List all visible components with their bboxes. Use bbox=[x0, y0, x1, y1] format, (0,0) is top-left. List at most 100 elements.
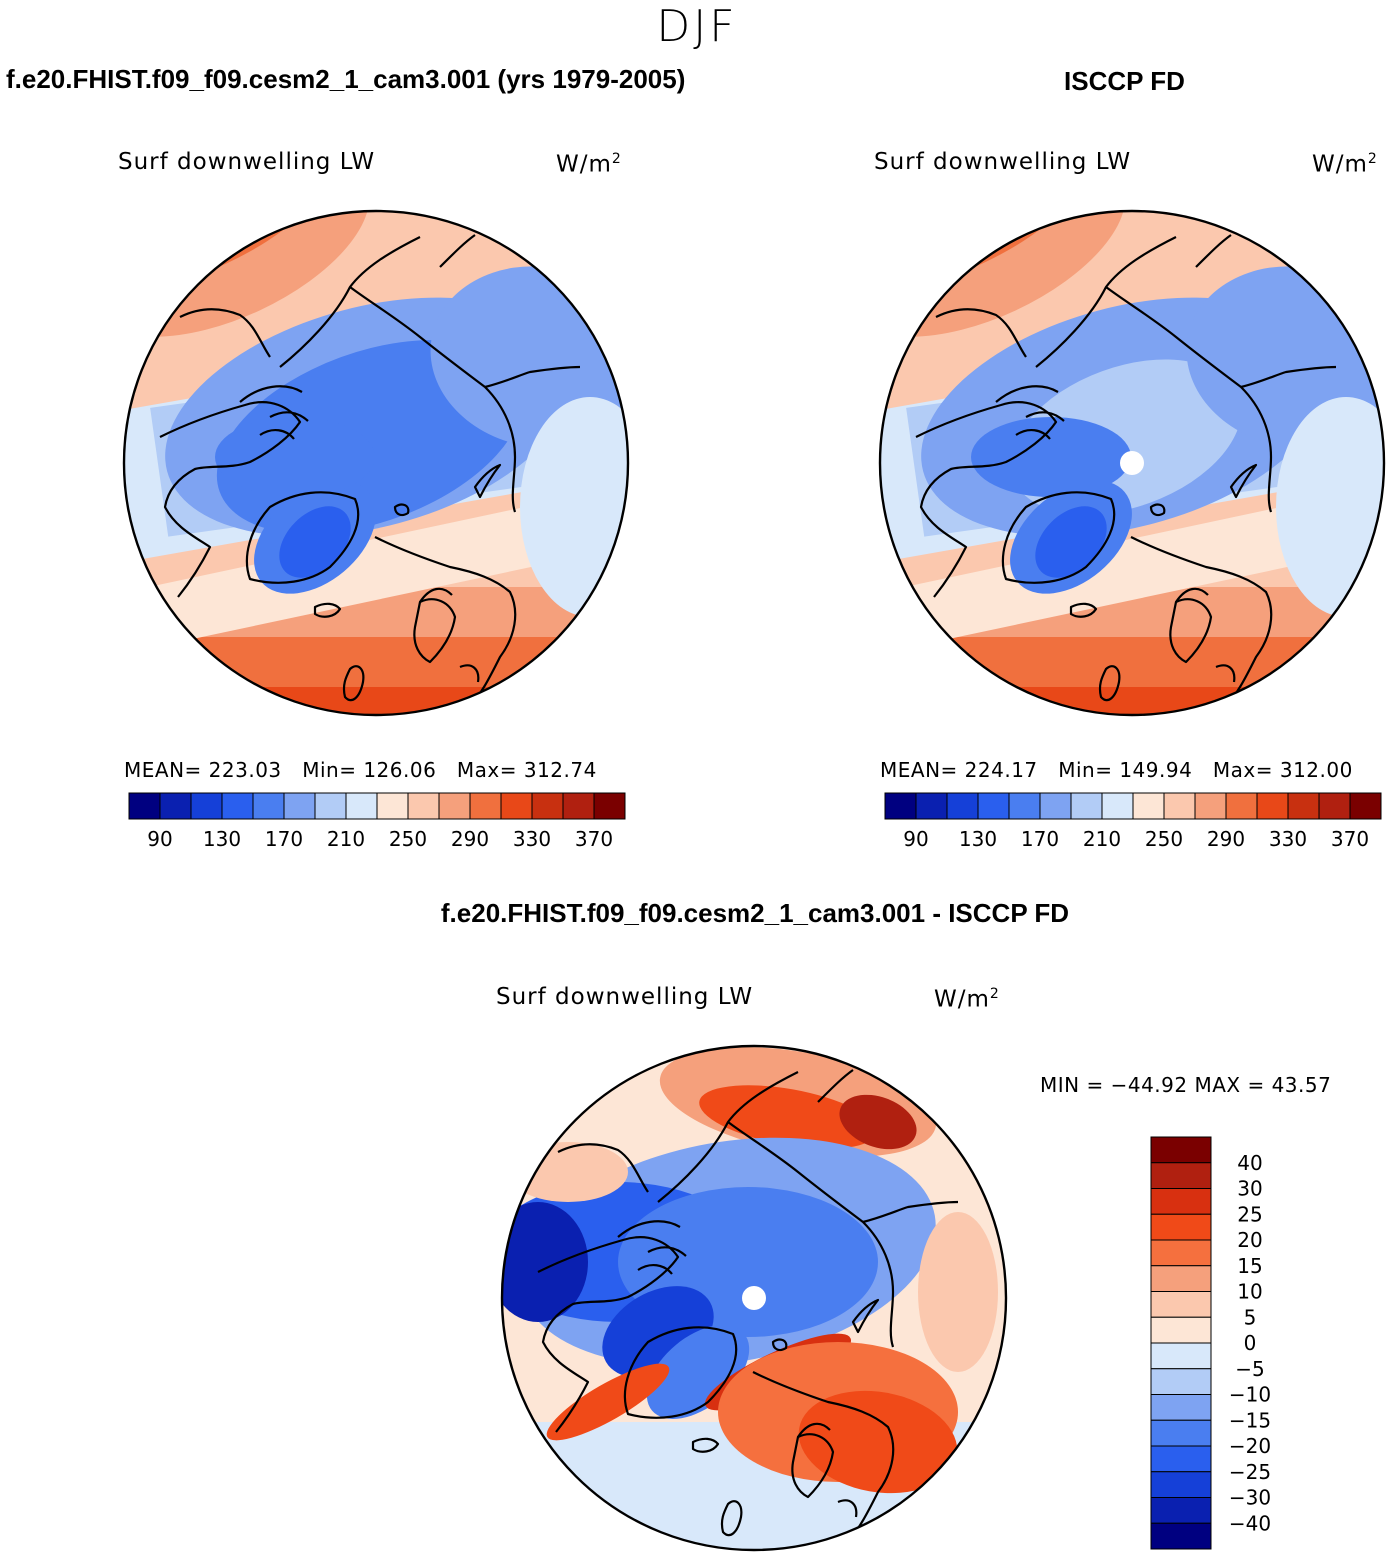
obs-colorbar-box bbox=[1225, 792, 1258, 820]
diff-units-label: W/m2 bbox=[934, 986, 1000, 1013]
coastline bbox=[935, 308, 1027, 358]
obs-panel-title: ISCCP FD bbox=[1064, 66, 1185, 96]
coastline bbox=[623, 1326, 738, 1419]
diff-colorbar-box bbox=[1150, 1291, 1212, 1318]
diff-colorbar-tick-label: 40 bbox=[1237, 1151, 1262, 1175]
diff-colorbar-box bbox=[1150, 1316, 1212, 1344]
obs-colorbar-tick-label: 330 bbox=[1269, 827, 1307, 851]
diff-colorbar-box bbox=[1150, 1368, 1212, 1395]
obs-colorbar-tick-label: 210 bbox=[1083, 827, 1121, 851]
diff-minmax: MIN = −44.92 MAX = 43.57 bbox=[1040, 1073, 1332, 1097]
diff-colorbar-box bbox=[1150, 1471, 1212, 1498]
coastline bbox=[439, 234, 581, 389]
obs-colorbar-box bbox=[1256, 792, 1289, 820]
coastline bbox=[817, 1069, 959, 1224]
model-colorbar-tick-label: 210 bbox=[327, 827, 365, 851]
coastline bbox=[657, 1071, 895, 1348]
model-colorbar-tick-label: 330 bbox=[513, 827, 551, 851]
diff-colorbar-box bbox=[1150, 1445, 1212, 1473]
obs-colorbar-box bbox=[1318, 792, 1351, 820]
coastline bbox=[617, 1220, 687, 1275]
obs-colorbar-box bbox=[1039, 792, 1072, 820]
model-colorbar-box bbox=[376, 792, 409, 820]
coastline bbox=[342, 665, 365, 702]
obs-colorbar-box bbox=[1349, 792, 1382, 820]
field-region bbox=[502, 1202, 588, 1322]
model-units-label: W/m2 bbox=[556, 151, 622, 178]
obs-colorbar-tick-label: 130 bbox=[959, 827, 997, 851]
coastline bbox=[413, 598, 457, 664]
coastline bbox=[557, 1143, 649, 1193]
coastline bbox=[791, 1433, 835, 1499]
coastline bbox=[159, 401, 302, 598]
coastline bbox=[720, 1500, 743, 1537]
model-colorbar-tick-label: 170 bbox=[265, 827, 303, 851]
diff-colorbar-tick-label: −10 bbox=[1229, 1383, 1271, 1407]
model-stats: MEAN= 223.03 Min= 126.06 Max= 312.74 bbox=[124, 758, 597, 782]
model-colorbar-tick-label: 370 bbox=[575, 827, 613, 851]
field-region bbox=[971, 417, 1131, 497]
coastline bbox=[1175, 587, 1236, 683]
coastline bbox=[851, 1298, 880, 1334]
diff-colorbar-tick-label: 10 bbox=[1237, 1280, 1262, 1304]
obs-colorbar-box bbox=[946, 792, 979, 820]
model-colorbar-box bbox=[469, 792, 502, 820]
field-region bbox=[520, 397, 628, 617]
model-colorbar-box bbox=[190, 792, 223, 820]
obs-colorbar-box bbox=[884, 792, 917, 820]
model-colorbar-box bbox=[283, 792, 316, 820]
model-colorbar-box bbox=[159, 792, 192, 820]
coastline bbox=[1035, 236, 1273, 513]
coastline bbox=[279, 236, 517, 513]
obs-colorbar: 90 130 170 210 250 290 330 370 bbox=[884, 792, 1382, 851]
field-band bbox=[124, 687, 628, 715]
diff-colorbar-tick-label: −25 bbox=[1229, 1460, 1271, 1484]
field-band bbox=[880, 687, 1384, 715]
model-colorbar-box bbox=[562, 792, 595, 820]
map-boundary bbox=[878, 209, 1386, 717]
field-region bbox=[1035, 506, 1107, 578]
figure-season-title: DJF bbox=[656, 1, 738, 52]
model-colorbar-tick-label: 250 bbox=[389, 827, 427, 851]
diff-colorbar-box bbox=[1150, 1342, 1212, 1370]
coastline bbox=[1195, 234, 1337, 389]
model-colorbar-box bbox=[407, 792, 440, 820]
diff-colorbar-box bbox=[1150, 1213, 1212, 1241]
field-region bbox=[546, 1363, 670, 1441]
diff-colorbar-box bbox=[1150, 1162, 1212, 1189]
coastline bbox=[537, 1236, 680, 1433]
coastline bbox=[691, 1437, 720, 1453]
coastline bbox=[313, 602, 342, 618]
coastline bbox=[797, 1422, 858, 1518]
obs-colorbar-box bbox=[1194, 792, 1227, 820]
model-colorbar-box bbox=[314, 792, 347, 820]
diff-colorbar-box bbox=[1150, 1188, 1212, 1215]
obs-colorbar-tick-label: 170 bbox=[1021, 827, 1059, 851]
model-colorbar-box bbox=[500, 792, 533, 820]
obs-colorbar-box bbox=[1287, 792, 1320, 820]
pole-hole bbox=[742, 1286, 766, 1310]
diff-colorbar-box bbox=[1150, 1394, 1212, 1421]
field-region bbox=[215, 417, 375, 497]
diff-colorbar-box bbox=[1150, 1265, 1212, 1292]
model-colorbar-tick-label: 90 bbox=[147, 827, 172, 851]
coastline bbox=[1130, 536, 1273, 713]
model-colorbar-box bbox=[438, 792, 471, 820]
diff-colorbar-tick-label: 15 bbox=[1237, 1254, 1262, 1278]
diff-polar-map bbox=[500, 1044, 1008, 1552]
coastline bbox=[239, 385, 309, 440]
model-colorbar-tick-label: 130 bbox=[203, 827, 241, 851]
diff-colorbar-box bbox=[1150, 1497, 1212, 1524]
diff-colorbar-tick-label: 5 bbox=[1244, 1305, 1257, 1329]
coastline bbox=[1169, 598, 1213, 664]
coastline bbox=[915, 401, 1058, 598]
diff-colorbar-tick-label: 20 bbox=[1237, 1228, 1262, 1252]
diff-colorbar-box bbox=[1150, 1522, 1212, 1550]
model-variable-label: Surf downwelling LW bbox=[118, 149, 376, 175]
diff-colorbar-tick-label: 25 bbox=[1237, 1202, 1262, 1226]
diff-colorbar-tick-label: −15 bbox=[1229, 1408, 1271, 1432]
coastline bbox=[393, 503, 410, 517]
coastline bbox=[1069, 602, 1098, 618]
diff-colorbar-box bbox=[1150, 1419, 1212, 1447]
